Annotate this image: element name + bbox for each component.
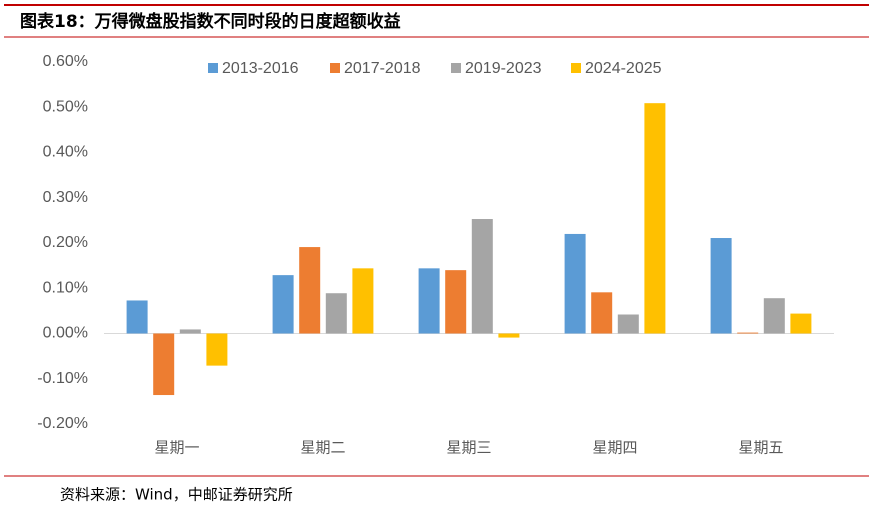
- x-tick-label: 星期四: [592, 439, 637, 457]
- bar: [272, 275, 294, 334]
- bar: [126, 300, 148, 334]
- y-tick-label: 0.40%: [43, 144, 88, 161]
- bar: [498, 333, 520, 338]
- bar: [206, 333, 228, 366]
- y-tick-label: -0.10%: [37, 370, 88, 387]
- y-tick-label: -0.20%: [37, 415, 88, 432]
- legend-label: 2024-2025: [585, 60, 662, 77]
- y-tick-label: 0.20%: [43, 234, 88, 251]
- legend-swatch: [451, 63, 461, 73]
- source-note: 资料来源：Wind，中邮证券研究所: [60, 486, 293, 504]
- y-tick-label: 0.50%: [43, 98, 88, 115]
- bar: [471, 219, 493, 334]
- bar: [445, 270, 467, 334]
- bar: [737, 332, 759, 334]
- bar: [418, 268, 440, 334]
- bar: [153, 333, 175, 396]
- bar: [790, 313, 812, 334]
- legend-swatch: [208, 63, 218, 73]
- bar: [763, 298, 785, 334]
- bar: [591, 292, 613, 334]
- y-tick-label: 0.00%: [43, 325, 88, 342]
- y-tick-label: 0.60%: [43, 53, 88, 70]
- chart-title: 图表18：万得微盘股指数不同时段的日度超额收益: [20, 11, 401, 32]
- x-tick-label: 星期五: [738, 439, 783, 457]
- y-tick-label: 0.10%: [43, 279, 88, 296]
- bar: [325, 293, 347, 334]
- bar: [564, 233, 586, 334]
- bar: [352, 268, 374, 334]
- y-tick-label: 0.30%: [43, 189, 88, 206]
- legend-label: 2017-2018: [344, 60, 421, 77]
- legend-label: 2013-2016: [222, 60, 299, 77]
- bar: [617, 314, 639, 334]
- x-tick-label: 星期一: [154, 439, 199, 457]
- legend-label: 2019-2023: [465, 60, 542, 77]
- bar: [710, 238, 732, 334]
- bar: [644, 103, 666, 334]
- bar: [299, 247, 321, 334]
- x-tick-label: 星期二: [300, 439, 345, 457]
- legend-swatch: [571, 63, 581, 73]
- bar: [179, 329, 201, 334]
- legend-swatch: [330, 63, 340, 73]
- x-tick-label: 星期三: [446, 439, 491, 457]
